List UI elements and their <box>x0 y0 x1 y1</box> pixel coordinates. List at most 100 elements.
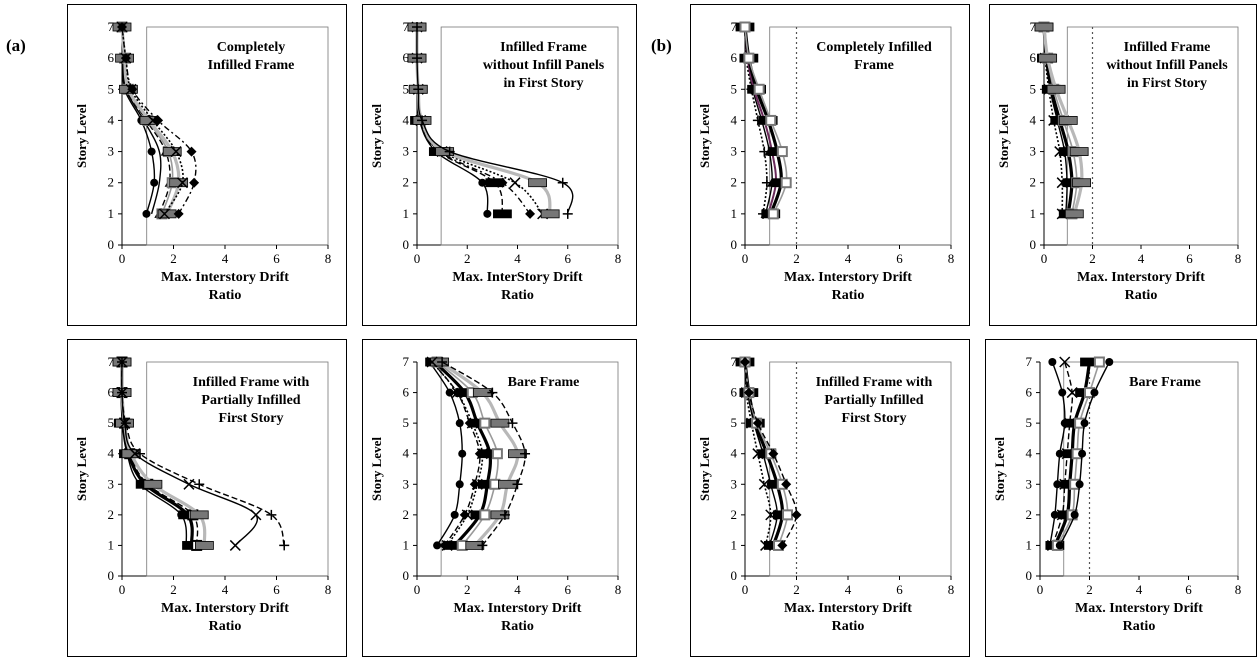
x-axis-label: Ratio <box>1125 288 1158 303</box>
chart-svg: 0 1 2 3 4 5 6 7 0 2 4 6 8 Infilled Frame with Partiall… <box>74 354 331 634</box>
x-tick-label: 8 <box>1235 251 1242 266</box>
y-tick-label: 5 <box>108 81 115 96</box>
data-point <box>758 478 770 490</box>
y-tick-label: 4 <box>403 446 410 461</box>
y-tick-label: 7 <box>403 19 410 34</box>
chart-title: in First Story <box>503 76 583 91</box>
data-point <box>451 387 463 399</box>
x-axis-label: Ratio <box>209 619 242 634</box>
chart-title: Infilled Frame <box>500 40 587 55</box>
data-point <box>441 539 453 551</box>
y-tick-label: 0 <box>731 568 738 583</box>
chart-title: First Story <box>219 411 284 426</box>
data-point <box>433 541 442 550</box>
data-point <box>499 509 510 520</box>
data-point <box>153 115 164 126</box>
series-line <box>416 26 544 215</box>
chart-title: without Infill Panels <box>1106 58 1228 73</box>
y-tick-label: 5 <box>731 415 738 430</box>
data-point <box>459 509 470 520</box>
x-tick-label: 6 <box>273 251 280 266</box>
x-tick-label: 8 <box>948 251 955 266</box>
data-point <box>781 479 792 490</box>
x-axis-label: Max. Interstory Drift <box>1077 270 1205 285</box>
x-axis-label: Max. Interstory Drift <box>454 601 582 616</box>
chart-svg: 0 1 2 3 4 5 6 7 0 2 4 6 8 Infilled Frame without Infil… <box>996 19 1242 303</box>
data-point <box>1080 419 1089 428</box>
y-tick-label: 5 <box>108 415 115 430</box>
x-tick-label: 2 <box>793 251 800 266</box>
group-label-b: (b) <box>651 36 672 55</box>
y-tick-label: 5 <box>403 81 410 96</box>
x-tick-label: 0 <box>742 582 749 597</box>
data-point <box>1105 358 1114 366</box>
data-point <box>1059 356 1071 368</box>
data-point <box>250 509 262 521</box>
data-point <box>739 21 751 33</box>
data-point <box>143 479 163 489</box>
series-6 <box>412 22 574 219</box>
y-axis-label: Story Level <box>992 437 1007 501</box>
y-tick-label: 3 <box>731 144 738 159</box>
data-point <box>117 22 127 32</box>
y-tick-label: 5 <box>403 415 410 430</box>
y-tick-label: 7 <box>731 19 738 34</box>
y-tick-label: 0 <box>1030 237 1037 252</box>
y-tick-label: 5 <box>1030 81 1037 96</box>
x-tick-label: 6 <box>896 582 903 597</box>
x-axis-label: Ratio <box>501 619 534 634</box>
x-tick-label: 2 <box>170 251 177 266</box>
data-point <box>1046 84 1066 94</box>
chart-title: Infilled Frame <box>1124 40 1211 55</box>
x-tick-label: 6 <box>1185 582 1192 597</box>
y-tick-label: 3 <box>731 476 738 491</box>
data-point <box>767 208 779 220</box>
series-6 <box>426 356 488 551</box>
data-point <box>1078 449 1087 458</box>
data-point <box>1069 147 1089 156</box>
data-point <box>195 541 214 550</box>
y-tick-label: 1 <box>731 206 738 221</box>
data-point <box>176 177 189 189</box>
data-point <box>520 448 531 459</box>
data-point <box>158 208 171 220</box>
y-tick-label: 4 <box>731 112 738 127</box>
chart-title: Completely Infilled <box>816 40 932 55</box>
plot-area-frame <box>1063 361 1239 577</box>
chart-title: Partially Infilled <box>201 393 300 408</box>
data-point <box>1038 53 1058 63</box>
x-axis-label: Ratio <box>832 619 865 634</box>
data-point <box>768 448 779 459</box>
y-tick-label: 2 <box>1026 507 1033 522</box>
y-tick-label: 6 <box>403 50 410 65</box>
series-line <box>416 26 531 215</box>
data-point <box>120 53 131 64</box>
data-point <box>279 540 290 551</box>
x-tick-label: 8 <box>615 582 622 597</box>
chart-title: without Infill Panels <box>483 58 605 73</box>
data-point <box>489 478 501 490</box>
chart-title: in First Story <box>1127 76 1207 91</box>
y-tick-label: 2 <box>108 175 115 190</box>
y-axis-label: Story Level <box>996 104 1011 168</box>
data-point <box>147 147 156 156</box>
y-tick-label: 7 <box>731 354 738 369</box>
chart-b-partially-infilled: 0 1 2 3 4 5 6 7 0 2 4 6 8 Infilled Frame with Partiall… <box>690 339 970 657</box>
data-point <box>490 418 510 428</box>
x-tick-label: 0 <box>414 582 421 597</box>
x-tick-label: 4 <box>1136 582 1143 597</box>
chart-svg: 0 1 2 3 4 5 6 7 0 2 4 6 8 Bare Frame Max. Interstory D… <box>369 354 622 634</box>
y-tick-label: 4 <box>108 112 115 127</box>
data-point <box>444 146 455 157</box>
x-tick-label: 0 <box>742 251 749 266</box>
data-point <box>426 356 438 368</box>
plot-area-frame <box>769 26 952 246</box>
data-point <box>135 448 146 459</box>
y-tick-label: 4 <box>731 446 738 461</box>
data-point <box>512 479 523 490</box>
y-tick-label: 3 <box>403 476 410 491</box>
y-tick-label: 2 <box>731 175 738 190</box>
x-axis-label: Max. Interstory Drift <box>1075 601 1203 616</box>
data-point <box>487 387 498 398</box>
y-axis-label: Story Level <box>369 104 384 168</box>
